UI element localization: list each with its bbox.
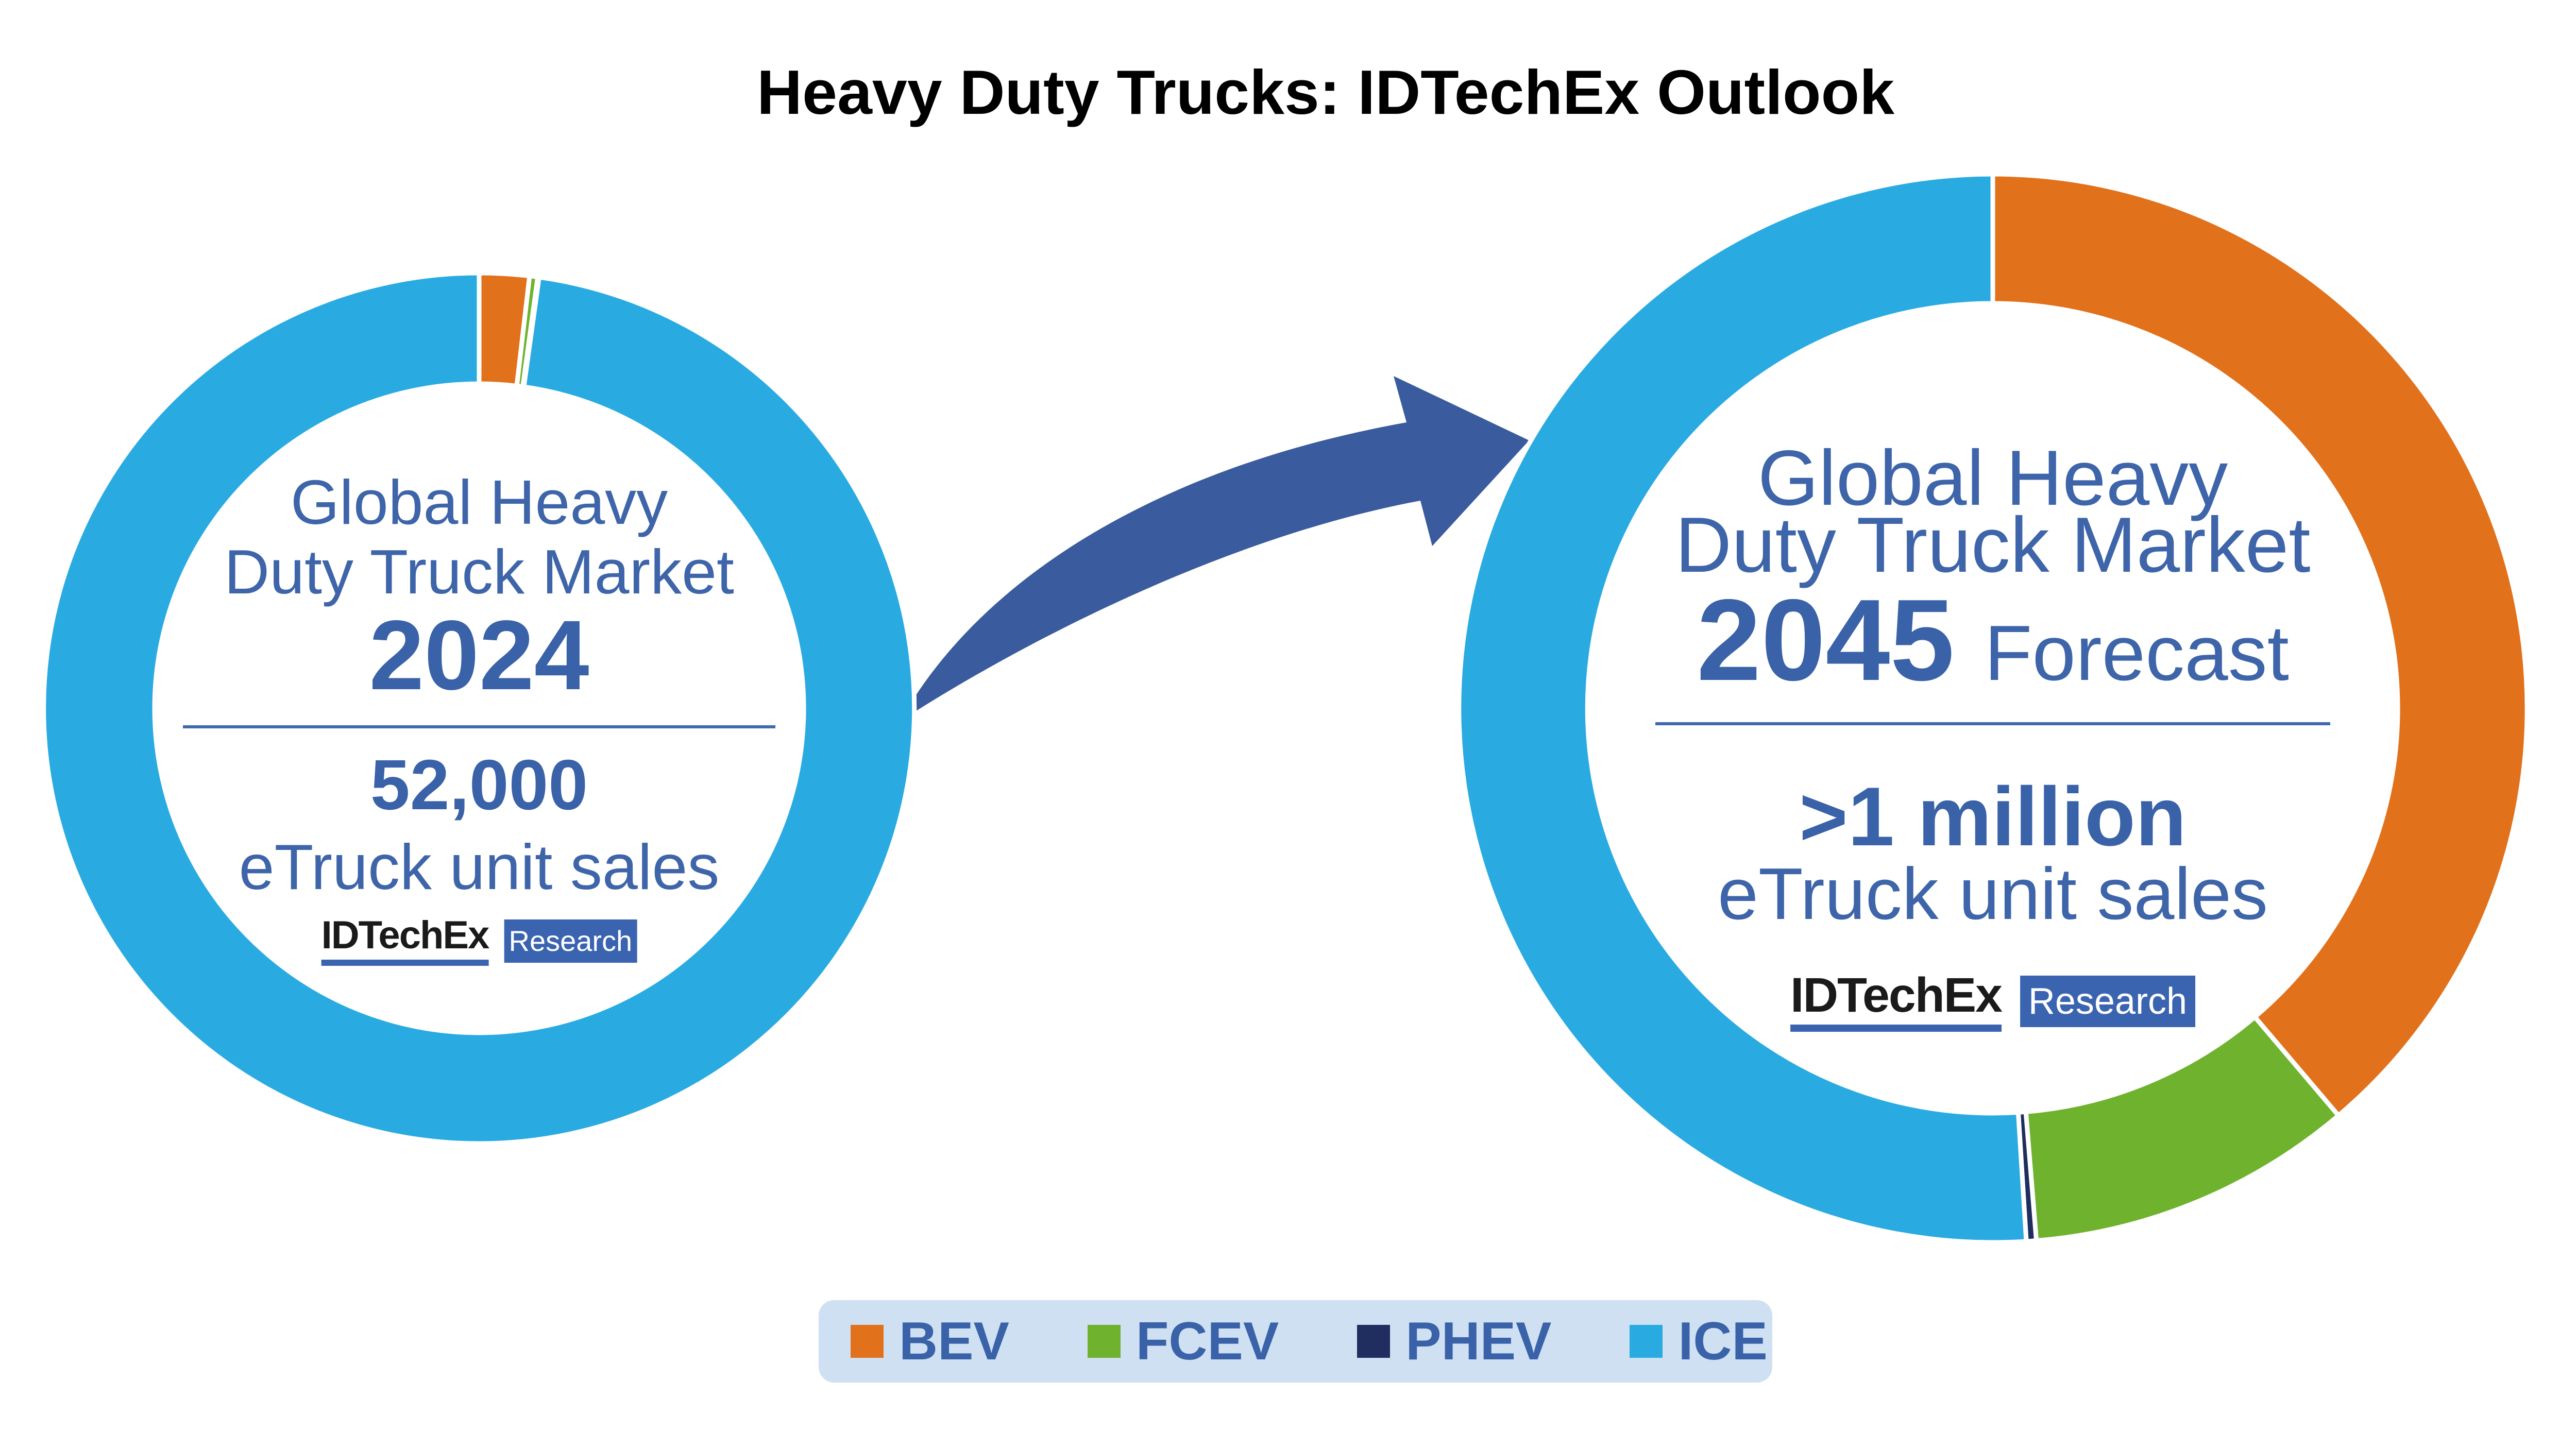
legend-item-fcev: FCEV <box>1087 1311 1279 1371</box>
research-badge: Research <box>2020 976 2195 1027</box>
donut-2045-year-suffix: Forecast <box>1984 609 2289 697</box>
legend-item-phev: PHEV <box>1357 1315 1551 1368</box>
donut-2045-title-line2: Duty Truck Market <box>1675 501 2311 589</box>
donut-2045-year: 2045 <box>1697 575 1955 705</box>
donut-2024 <box>41 270 917 1146</box>
growth-arrow-icon <box>900 376 1529 721</box>
idtechex-logo-text: IDTechEx <box>1790 968 2003 1022</box>
donut-2024-stat-value: 52,000 <box>370 745 588 825</box>
donut-2045-logo: IDTechEx Research <box>1790 971 2195 1032</box>
slice-ice <box>41 270 917 1146</box>
donut-2024-divider <box>183 725 775 728</box>
legend-label-phev: PHEV <box>1405 1311 1552 1371</box>
legend-label-fcev: FCEV <box>1136 1311 1279 1371</box>
donut-2024-logo: IDTechEx Research <box>321 916 637 966</box>
slice-bev <box>1990 172 2530 1118</box>
page-title: Heavy Duty Trucks: IDTechEx Outlook <box>757 57 1894 127</box>
legend-item-ice: ICE <box>1630 1311 1768 1371</box>
donut-2024-stat-label: eTruck unit sales <box>239 832 720 903</box>
donut-2045-stat-label: eTruck unit sales <box>1717 853 2268 935</box>
donut-2045-year-line: 2045 Forecast <box>1697 582 2289 698</box>
bev-swatch-icon <box>851 1325 884 1358</box>
legend: BEV FCEV PHEV ICE <box>819 1300 1772 1383</box>
legend-label-ice: ICE <box>1678 1311 1768 1371</box>
donut-2024-title-line2: Duty Truck Market <box>224 537 734 607</box>
donut-2045-title-line1: Global Heavy <box>1757 434 2228 522</box>
idtechex-logo-underline <box>321 960 489 966</box>
research-badge: Research <box>504 919 637 963</box>
legend-label-bev: BEV <box>899 1311 1009 1371</box>
donut-2045-divider <box>1655 722 2330 725</box>
ice-swatch-icon <box>1630 1325 1663 1358</box>
donut-2024-title-line1: Global Heavy <box>290 467 668 537</box>
donut-2045-stat-value: >1 million <box>1799 770 2187 863</box>
fcev-swatch-icon <box>1087 1325 1121 1358</box>
legend-item-bev: BEV <box>851 1315 1009 1368</box>
idtechex-logo-text: IDTechEx <box>321 913 490 957</box>
donut-2024-year: 2024 <box>369 600 589 710</box>
slice-ice <box>1456 172 2029 1245</box>
phev-swatch-icon <box>1357 1325 1391 1358</box>
donut-2045 <box>1456 172 2530 1245</box>
idtechex-logo-underline <box>1790 1025 2002 1032</box>
